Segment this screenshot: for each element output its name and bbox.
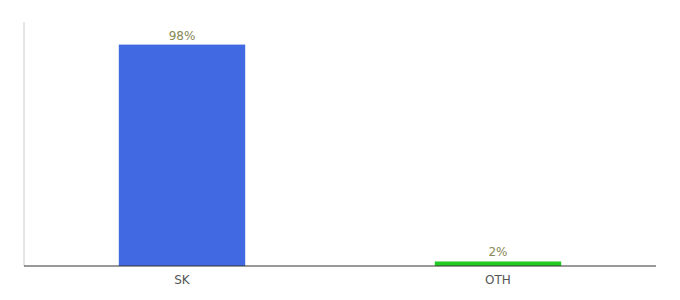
data-label: 2% [488,245,507,259]
x-tick-label: SK [174,273,191,287]
bar [119,45,245,266]
chart-svg: SK OTH 98% 2% [0,0,680,300]
data-label: 98% [169,29,196,43]
chart-container: SK OTH 98% 2% [0,0,680,300]
bars [119,45,561,266]
x-tick-label: OTH [485,273,511,287]
y-axis-line [24,22,25,266]
x-axis-line [24,266,656,267]
bar [435,261,561,266]
